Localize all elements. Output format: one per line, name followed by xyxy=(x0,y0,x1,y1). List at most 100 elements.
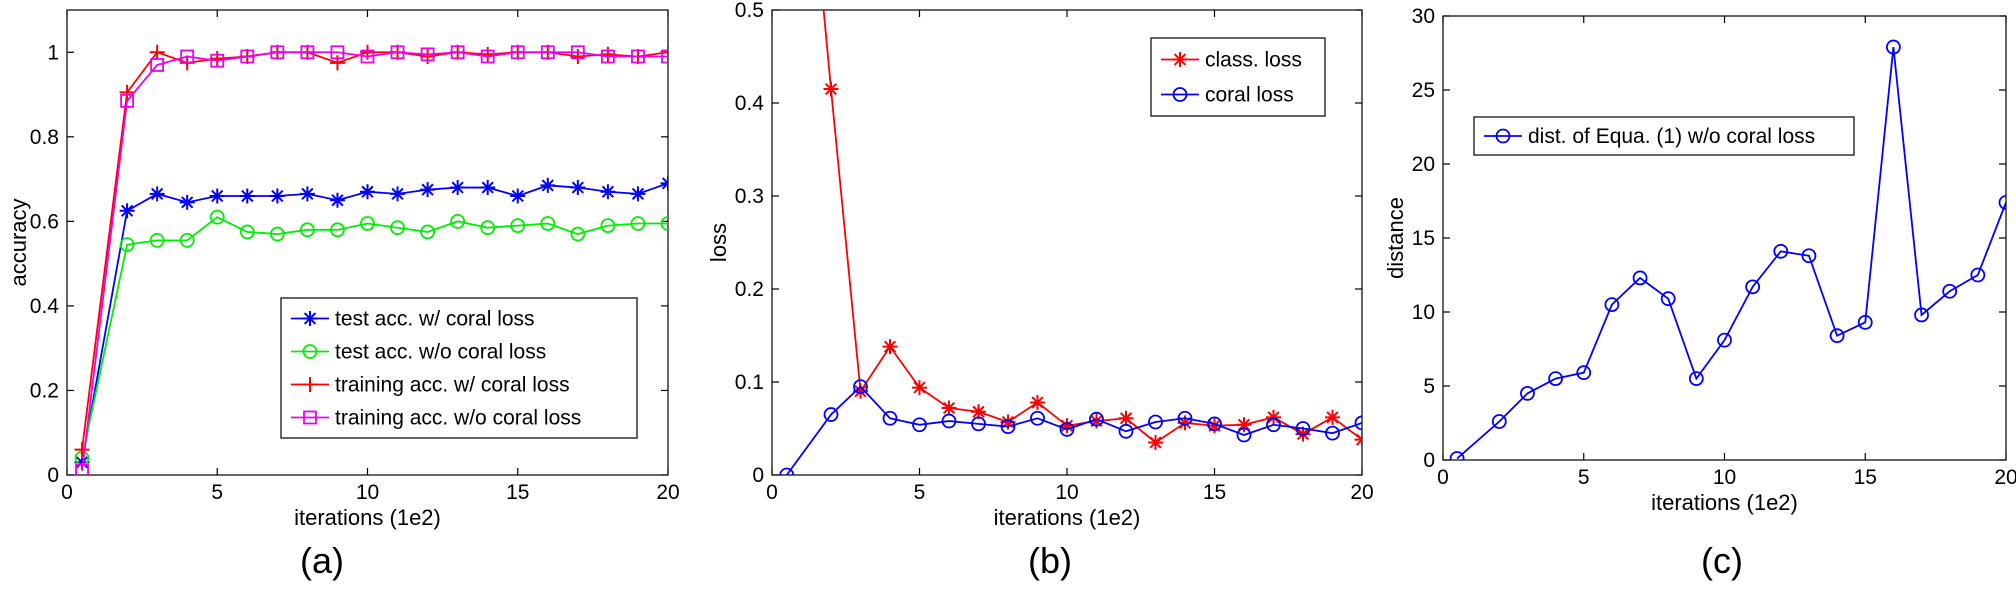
y-axis-label: loss xyxy=(706,223,731,262)
data-point xyxy=(480,220,496,236)
data-point xyxy=(1801,248,1817,264)
x-axis-label: iterations (1e2) xyxy=(1651,490,1798,515)
y-tick-label: 0 xyxy=(1423,449,1435,472)
legend-marker xyxy=(302,344,318,359)
data-point xyxy=(420,224,436,240)
legend-entry: class. loss xyxy=(1205,49,1302,72)
x-tick-label: 0 xyxy=(1437,466,1449,489)
data-point xyxy=(269,188,285,204)
legend-entry: training acc. w/o coral loss xyxy=(335,407,581,430)
series-line xyxy=(1456,46,2006,460)
data-point xyxy=(1886,39,1901,55)
data-point xyxy=(601,49,615,64)
y-tick-label: 0.6 xyxy=(30,210,59,233)
legend-entry: training acc. w/ coral loss xyxy=(335,374,570,397)
x-tick-label: 20 xyxy=(1350,481,1373,504)
y-tick-label: 0.3 xyxy=(735,185,764,208)
y-tick-label: 5 xyxy=(1423,375,1435,398)
x-tick-label: 20 xyxy=(656,481,679,504)
y-tick-label: 0.5 xyxy=(735,0,764,22)
data-point xyxy=(941,413,957,429)
data-point xyxy=(1089,413,1104,429)
data-point xyxy=(882,339,898,355)
data-point xyxy=(179,194,195,210)
data-point xyxy=(510,45,525,60)
data-point xyxy=(330,222,345,238)
data-point xyxy=(450,45,465,60)
data-point xyxy=(149,44,165,60)
x-tick-label: 15 xyxy=(506,481,529,504)
x-axis-label: iterations (1e2) xyxy=(294,505,441,530)
data-point xyxy=(971,404,986,420)
data-point xyxy=(779,467,795,475)
data-point xyxy=(1857,314,1873,330)
data-point xyxy=(74,454,90,470)
data-point xyxy=(912,417,927,433)
x-tick-label: 5 xyxy=(914,481,926,504)
y-tick-label: 30 xyxy=(1412,5,1435,28)
y-tick-label: 15 xyxy=(1412,227,1435,250)
data-point xyxy=(209,188,225,204)
legend-marker xyxy=(1172,52,1188,67)
data-point xyxy=(210,53,225,68)
data-area xyxy=(74,44,668,475)
data-point xyxy=(660,44,668,60)
data-point xyxy=(941,400,957,416)
data-point xyxy=(1030,394,1045,410)
data-point xyxy=(1148,414,1163,430)
legend-box xyxy=(1150,37,1326,117)
data-point xyxy=(570,180,586,196)
data-point xyxy=(540,216,556,231)
legend-marker xyxy=(303,410,317,425)
data-point xyxy=(1548,371,1563,387)
data-point xyxy=(119,84,135,100)
data-point xyxy=(270,45,285,60)
data-point xyxy=(360,184,375,200)
y-tick-label: 0.2 xyxy=(735,278,764,301)
series-line xyxy=(786,385,1362,475)
chart-panel-2: 0 5 10 15 20 0 0.1 0.2 0.3 0.4 0.5 iterations (1e2)… xyxy=(706,0,1374,581)
y-tick-label: 0.2 xyxy=(30,379,59,402)
data-point xyxy=(360,49,375,64)
data-point xyxy=(74,442,90,458)
data-point xyxy=(853,383,868,399)
y-axis-label: distance xyxy=(1383,197,1408,279)
x-tick-label: 10 xyxy=(1055,481,1078,504)
data-point xyxy=(1942,283,1958,299)
data-point xyxy=(149,232,165,248)
data-point xyxy=(239,188,255,204)
data-point xyxy=(1177,415,1193,431)
y-tick-label: 0.8 xyxy=(30,126,59,149)
data-point xyxy=(600,184,616,200)
y-tick-label: 25 xyxy=(1412,79,1435,102)
data-point xyxy=(450,213,466,229)
data-point xyxy=(75,463,89,475)
data-point xyxy=(1914,307,1929,323)
data-point xyxy=(1325,425,1340,441)
data-point xyxy=(1688,371,1704,387)
data-point xyxy=(1236,417,1252,433)
data-point xyxy=(630,216,646,231)
data-point xyxy=(600,46,616,62)
data-point xyxy=(660,175,668,191)
data-point xyxy=(1520,385,1535,401)
data-point xyxy=(1000,419,1016,435)
legend-entry: test acc. w/ coral loss xyxy=(335,308,535,331)
data-point xyxy=(510,218,526,233)
data-point xyxy=(240,49,255,64)
data-point xyxy=(420,182,436,198)
panel-caption: (b) xyxy=(1028,540,1072,581)
x-tick-label: 0 xyxy=(766,481,778,504)
data-point xyxy=(150,58,165,72)
y-tick-label: 1 xyxy=(47,41,59,64)
data-point xyxy=(299,222,315,238)
data-point xyxy=(1118,410,1134,426)
data-point xyxy=(120,93,134,108)
chart-panel-3: 0 5 10 15 20 0 5 10 15 20 25 30 iterations (1e2) dist… xyxy=(1383,5,2016,581)
legend-box xyxy=(1473,116,1855,156)
data-point xyxy=(631,49,645,64)
data-point xyxy=(1449,451,1465,460)
data-point xyxy=(1354,415,1362,431)
data-point xyxy=(119,203,135,219)
